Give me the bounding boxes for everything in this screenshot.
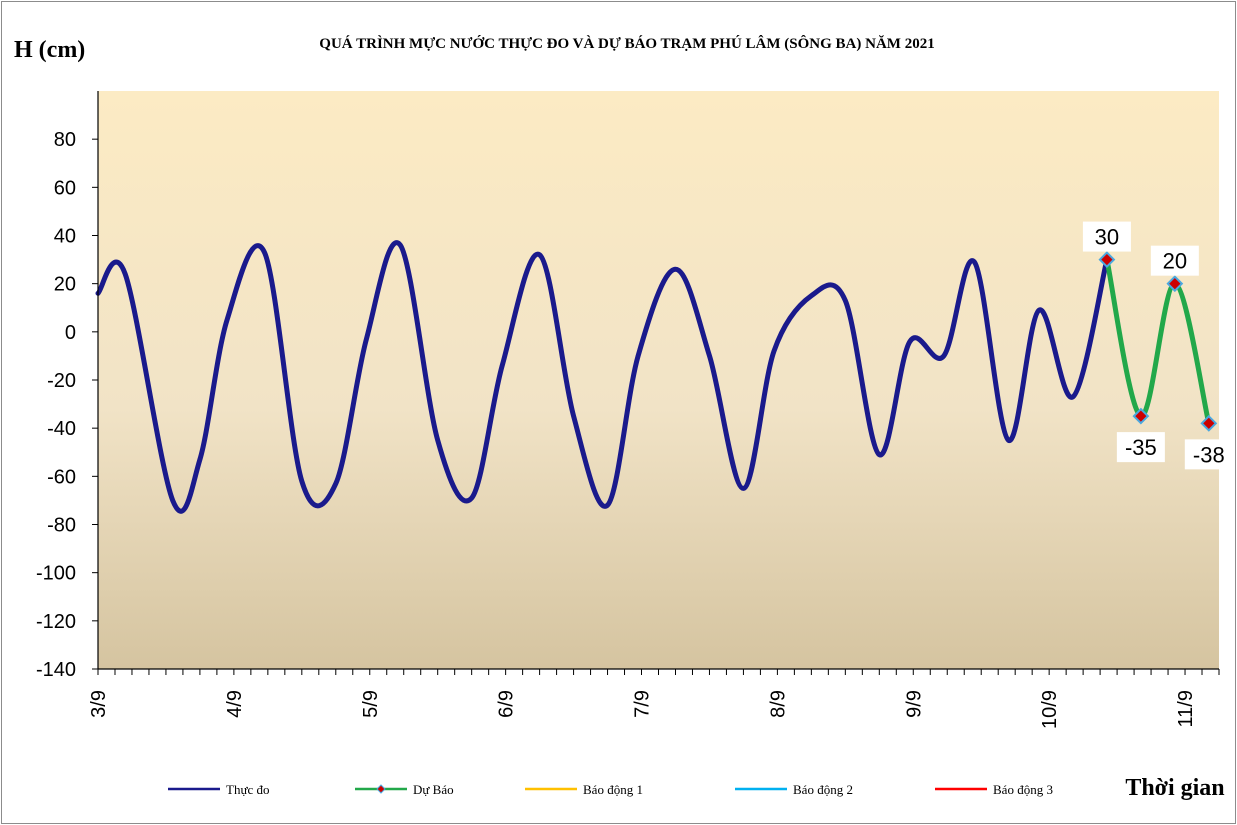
x-tick-label: 5/9 — [360, 690, 382, 718]
y-tick-label: -100 — [36, 563, 76, 585]
data-labels: 30 -35 20 -38 — [1082, 221, 1233, 470]
y-tick-label: -40 — [47, 418, 76, 440]
legend-label: Báo động 3 — [993, 782, 1053, 797]
data-label-box — [1184, 439, 1233, 470]
x-axis: 3/9 4/9 5/9 6/9 7/9 8/9 9/9 10/9 11/9 — [88, 669, 1220, 729]
forecast-point — [1166, 275, 1184, 293]
y-tick-label: -60 — [47, 466, 76, 488]
data-label: -38 — [1193, 442, 1225, 467]
y-tick-label: -140 — [36, 659, 76, 681]
legend-label: Dự Báo — [413, 782, 454, 797]
series-line-forecast — [1104, 257, 1212, 426]
data-label: 30 — [1095, 225, 1119, 250]
data-label-box — [1082, 221, 1131, 252]
y-tick-label: 0 — [65, 322, 76, 344]
chart-title: QUÁ TRÌNH MỰC NƯỚC THỰC ĐO VÀ DỰ BÁO TRẠ… — [319, 35, 934, 52]
y-tick-label: -120 — [36, 611, 76, 633]
forecast-point — [1132, 407, 1150, 425]
forecast-point — [1200, 414, 1218, 432]
x-tick-label: 6/9 — [496, 690, 518, 718]
forecast-point — [1098, 251, 1116, 268]
data-label: 20 — [1163, 249, 1187, 274]
legend-marker — [376, 784, 386, 794]
legend-label: Thực đo — [226, 782, 270, 797]
series-line-observed — [95, 240, 1110, 514]
x-tick-label: 10/9 — [1039, 690, 1061, 729]
data-label: -35 — [1125, 435, 1157, 460]
legend-label: Báo động 1 — [583, 782, 643, 797]
plot-area — [98, 91, 1219, 669]
y-tick-label: -20 — [47, 370, 76, 392]
x-tick-label: 8/9 — [767, 690, 789, 718]
x-axis-title: Thời gian — [1125, 775, 1224, 801]
y-axis: -140 -120 -100 -80 -60 -40 -20 0 20 40 60 80 — [36, 129, 98, 681]
y-tick-label: 60 — [54, 177, 76, 199]
x-tick-label: 11/9 — [1175, 690, 1197, 727]
x-tick-label: 7/9 — [632, 690, 654, 718]
legend-label: Báo động 2 — [793, 782, 853, 797]
data-label-box — [1150, 245, 1199, 276]
x-tick-label: 9/9 — [903, 690, 925, 718]
y-tick-label: -80 — [47, 515, 76, 537]
data-label-box — [1116, 432, 1165, 463]
y-tick-label: 40 — [54, 226, 76, 248]
series-layer — [95, 240, 1218, 514]
legend: Thực đo Dự Báo Báo động 1 Báo động 2 Báo độn… — [168, 782, 1053, 797]
y-tick-label: 80 — [54, 129, 76, 151]
y-axis-title: H (cm) — [14, 37, 85, 63]
x-tick-label: 4/9 — [224, 690, 246, 718]
y-tick-label: 20 — [54, 274, 76, 296]
x-tick-label: 3/9 — [88, 690, 110, 718]
